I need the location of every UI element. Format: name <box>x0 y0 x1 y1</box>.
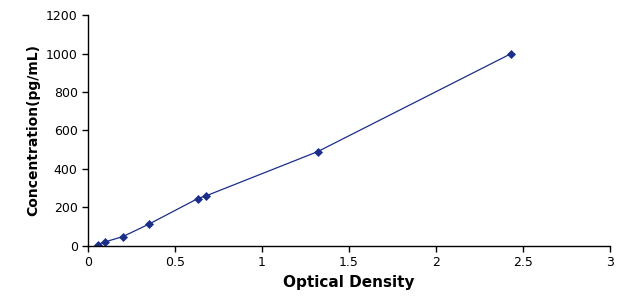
X-axis label: Optical Density: Optical Density <box>283 274 415 290</box>
Y-axis label: Concentration(pg/mL): Concentration(pg/mL) <box>26 45 40 216</box>
